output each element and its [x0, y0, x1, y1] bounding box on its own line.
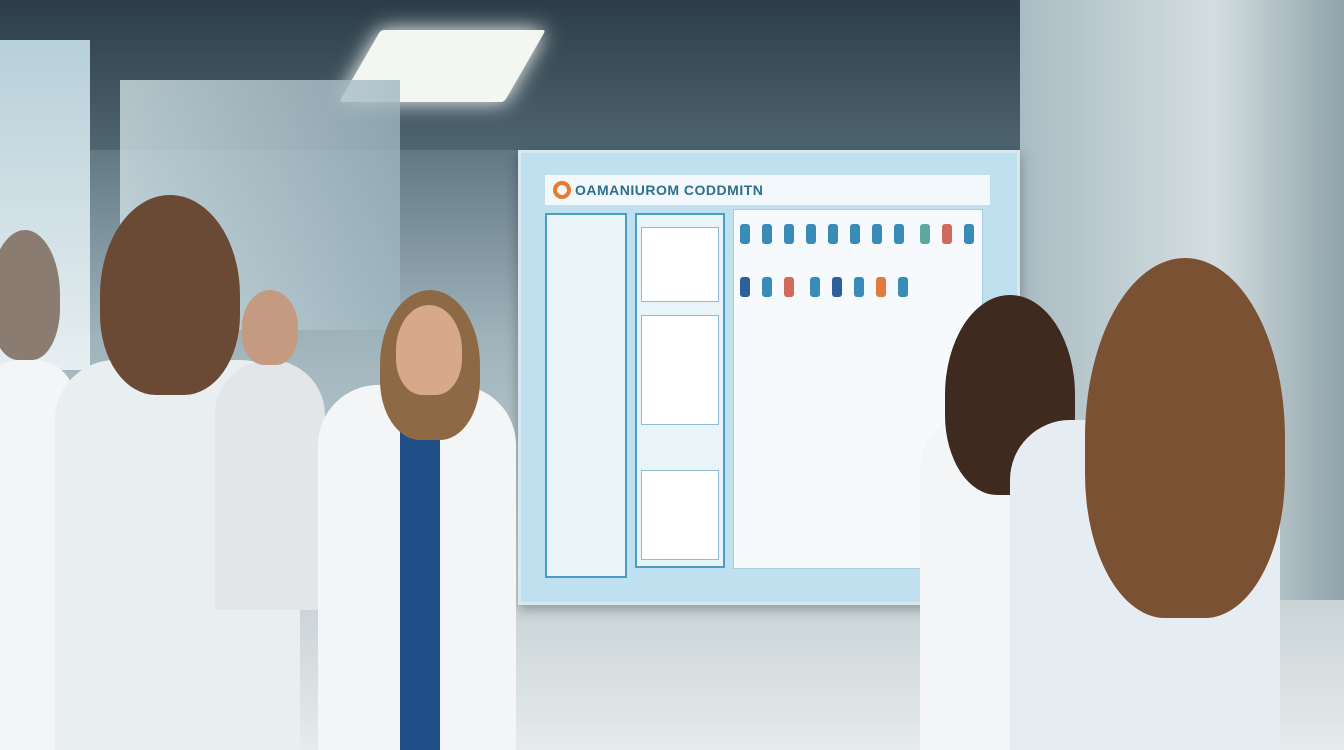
person-head — [0, 230, 60, 360]
person-face — [396, 305, 462, 395]
person-hair — [1085, 258, 1285, 618]
garment-icon — [964, 224, 975, 244]
garment-icon — [762, 224, 772, 244]
garment-icon — [854, 277, 865, 297]
garment-icon — [872, 224, 882, 244]
garment-icon — [784, 277, 794, 297]
person-background — [215, 360, 325, 610]
board-title: OAMANIUROM CODDMITN — [575, 182, 764, 198]
garment-icon — [850, 224, 860, 244]
garment-icon — [740, 224, 750, 244]
garment-icon — [894, 224, 904, 244]
logo-circle-icon — [553, 181, 571, 199]
panel — [641, 315, 719, 425]
garment-icon — [784, 224, 794, 244]
board-column-left — [545, 213, 627, 578]
garment-icon — [876, 277, 887, 297]
panel — [641, 470, 719, 560]
person-head — [242, 290, 298, 365]
panel — [641, 227, 719, 302]
garment-icon — [762, 277, 772, 297]
garment-icon — [828, 224, 838, 244]
board-column-middle — [635, 213, 725, 568]
scrubs — [400, 400, 440, 750]
garment-icon — [832, 277, 843, 297]
garment-icon — [942, 224, 953, 244]
garment-icon — [920, 224, 931, 244]
garment-icon — [810, 277, 821, 297]
garment-icon — [898, 277, 909, 297]
garment-icon — [740, 277, 750, 297]
garment-icon — [806, 224, 816, 244]
board-header: OAMANIUROM CODDMITN — [545, 175, 990, 205]
person-hair — [100, 195, 240, 395]
display-board: OAMANIUROM CODDMITN — [518, 150, 1020, 605]
